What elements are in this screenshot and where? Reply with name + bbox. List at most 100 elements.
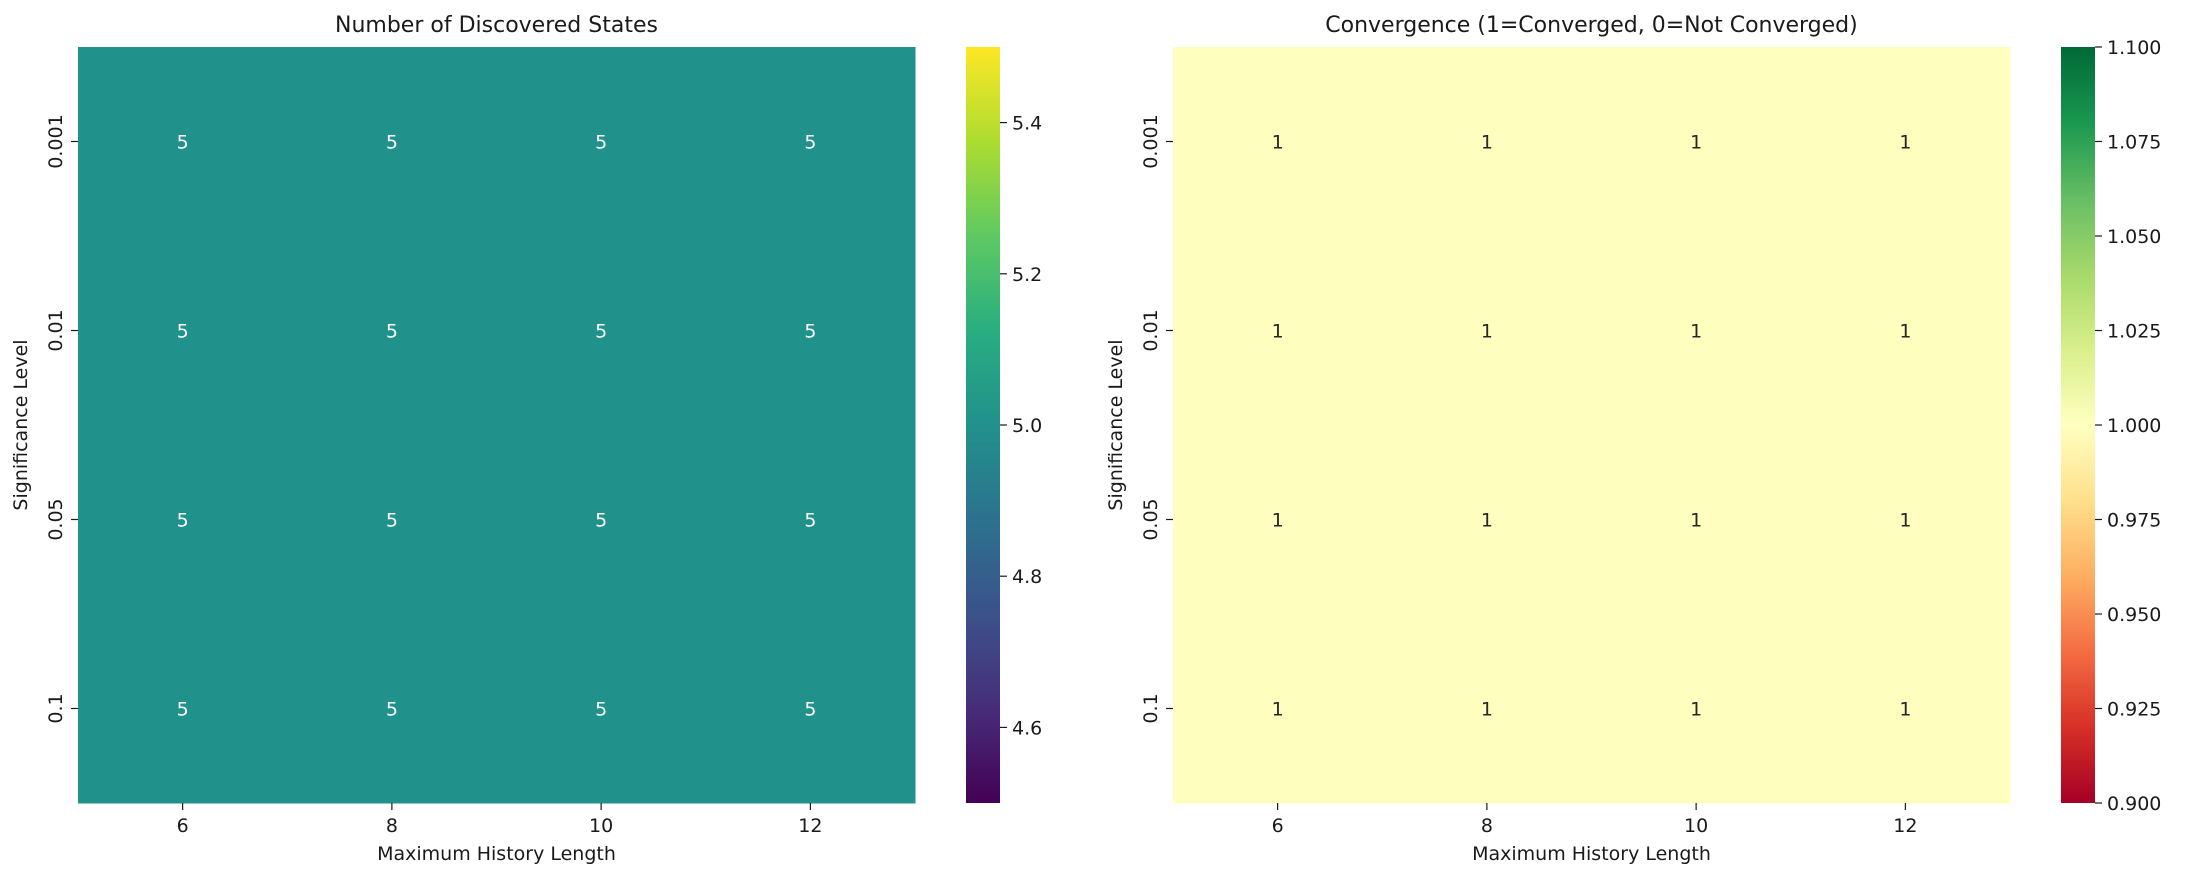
heatmap-cell [496, 425, 707, 615]
cell-annotation: 1 [1690, 699, 1702, 721]
heatmap-cell [1173, 614, 1383, 804]
cell-annotation: 1 [1481, 510, 1493, 532]
heatmap-cell [496, 614, 707, 804]
heatmap-cell [705, 614, 916, 804]
colorbar-tick-label: 5.4 [1012, 113, 1042, 135]
heatmap-cell [1382, 47, 1592, 237]
heatmap-cell [1382, 236, 1592, 426]
y-tick-label: 0.1 [45, 693, 67, 723]
heatmap-cell [1382, 425, 1592, 615]
cell-annotation: 1 [1272, 321, 1284, 343]
colorbar-tick-label: 1.050 [2107, 226, 2161, 248]
heatmap-cell [78, 47, 288, 237]
heatmap-cell [287, 425, 497, 615]
cell-annotations: 1 1 1 1 1 1 1 1 1 1 1 1 1 1 1 1 [1272, 132, 1912, 721]
y-axis-ticks: 0.001 0.01 0.05 0.1 [45, 114, 78, 724]
colorbar-tick-label: 5.2 [1012, 264, 1042, 286]
heatmap-cells [1173, 47, 2011, 804]
heatmap-cell [287, 47, 497, 237]
heatmap-cell [1173, 425, 1383, 615]
cell-annotation: 1 [1272, 510, 1284, 532]
heatmap-cell [1382, 614, 1592, 804]
cell-annotation: 5 [804, 510, 816, 532]
cell-annotation: 5 [804, 132, 816, 154]
x-tick-label: 8 [1481, 815, 1493, 837]
cell-annotation: 5 [804, 699, 816, 721]
x-axis-label: Maximum History Length [1472, 843, 1711, 865]
y-tick-label: 0.05 [1140, 498, 1162, 540]
cell-annotation: 1 [1272, 699, 1284, 721]
cell-annotation: 5 [386, 699, 398, 721]
y-axis-label: Significance Level [10, 339, 32, 510]
colorbar-tick-label: 0.950 [2107, 604, 2161, 626]
y-axis-label: Significance Level [1105, 339, 1127, 510]
x-tick-label: 12 [798, 815, 822, 837]
heatmap-cell [496, 236, 707, 426]
x-tick-label: 10 [589, 815, 613, 837]
y-tick-label: 0.01 [45, 309, 67, 351]
chart-title: Convergence (1=Converged, 0=Not Converge… [1325, 13, 1857, 38]
heatmap-cell [1591, 236, 1802, 426]
heatmap-cell [1591, 47, 1802, 237]
colorbar-tick-label: 4.8 [1012, 566, 1042, 588]
cell-annotation: 1 [1272, 132, 1284, 154]
y-axis-ticks: 0.001 0.01 0.05 0.1 [1140, 114, 1173, 724]
cell-annotation: 5 [595, 699, 607, 721]
cell-annotation: 1 [1899, 510, 1911, 532]
cell-annotation: 5 [595, 132, 607, 154]
colorbar-tick-label: 0.900 [2107, 793, 2161, 815]
x-axis-ticks: 6 8 10 12 [177, 803, 822, 837]
heatmap-cell [1800, 425, 2011, 615]
colorbar-tick-label: 0.975 [2107, 510, 2161, 532]
cell-annotation: 5 [177, 510, 189, 532]
cell-annotation: 1 [1899, 699, 1911, 721]
heatmap-cell [1591, 614, 1802, 804]
cell-annotation: 1 [1481, 321, 1493, 343]
colorbar-tick-label: 1.075 [2107, 132, 2161, 154]
chart-title: Number of Discovered States [335, 13, 658, 38]
heatmap-cell [1800, 47, 2011, 237]
colorbar-tick-label: 1.025 [2107, 321, 2161, 343]
colorbar-tick-label: 1.100 [2107, 37, 2161, 59]
colorbar-tick-label: 0.925 [2107, 699, 2161, 721]
y-tick-label: 0.1 [1140, 693, 1162, 723]
x-tick-label: 10 [1684, 815, 1708, 837]
cell-annotation: 1 [1690, 321, 1702, 343]
colorbar-tick-label: 1.000 [2107, 415, 2161, 437]
y-tick-label: 0.05 [45, 498, 67, 540]
cell-annotation: 1 [1481, 132, 1493, 154]
cell-annotation: 1 [1899, 321, 1911, 343]
x-axis-label: Maximum History Length [377, 843, 616, 865]
cell-annotation: 5 [177, 132, 189, 154]
colorbar-ticks: 4.6 4.8 5.0 5.2 5.4 [1000, 113, 1042, 739]
cell-annotation: 5 [386, 132, 398, 154]
heatmap-cell [287, 236, 497, 426]
y-tick-label: 0.001 [45, 114, 67, 168]
colorbar-tick-label: 5.0 [1012, 415, 1042, 437]
heatmap-cell [287, 614, 497, 804]
cell-annotation: 5 [804, 321, 816, 343]
y-tick-label: 0.001 [1140, 114, 1162, 168]
x-tick-label: 12 [1893, 815, 1917, 837]
heatmap-cell [1173, 47, 1383, 237]
heatmap-cell [705, 236, 916, 426]
cell-annotation: 5 [386, 321, 398, 343]
x-axis-ticks: 6 8 10 12 [1272, 803, 1917, 837]
cell-annotation: 1 [1899, 132, 1911, 154]
cell-annotation: 5 [595, 321, 607, 343]
cell-annotation: 1 [1690, 510, 1702, 532]
cell-annotation: 5 [177, 321, 189, 343]
cell-annotation: 1 [1481, 699, 1493, 721]
colorbar [966, 47, 1000, 803]
x-tick-label: 6 [1272, 815, 1284, 837]
heatmap-cells [78, 47, 916, 804]
heatmap-cell [78, 236, 288, 426]
colorbar-ticks: 0.900 0.925 0.950 0.975 1.000 1.025 1.050 1.075… [2095, 37, 2161, 815]
heatmap-panel-convergence: Convergence (1=Converged, 0=Not Converge… [1105, 13, 2161, 865]
colorbar [2061, 47, 2095, 803]
cell-annotation: 5 [386, 510, 398, 532]
cell-annotations: 5 5 5 5 5 5 5 5 5 5 5 5 5 5 5 5 [177, 132, 817, 721]
x-tick-label: 8 [386, 815, 398, 837]
x-tick-label: 6 [177, 815, 189, 837]
